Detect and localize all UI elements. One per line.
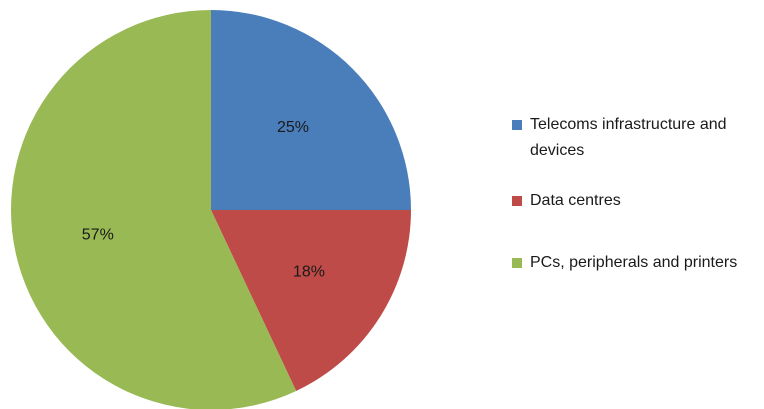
- legend-item-data-centres: Data centres: [512, 188, 762, 214]
- pie-slice-telecoms: [211, 10, 411, 210]
- legend-swatch-telecoms: [512, 120, 522, 130]
- legend-item-telecoms: Telecoms infrastructure and devices: [512, 112, 762, 164]
- chart-legend: Telecoms infrastructure and devices Data…: [512, 112, 762, 276]
- pie-slice-pcs: [11, 10, 297, 409]
- legend-label-pcs: PCs, peripherals and printers: [530, 254, 738, 271]
- slice-label-pcs: 57%: [82, 227, 114, 244]
- slice-label-data-centres: 18%: [293, 263, 325, 280]
- legend-label-telecoms: Telecoms infrastructure and devices: [530, 116, 727, 159]
- slice-label-telecoms: 25%: [277, 119, 309, 136]
- legend-item-pcs: PCs, peripherals and printers: [512, 250, 762, 276]
- legend-swatch-pcs: [512, 258, 522, 268]
- pie-slice-data-centres: [211, 210, 411, 391]
- legend-label-data-centres: Data centres: [530, 192, 621, 209]
- legend-swatch-data-centres: [512, 196, 522, 206]
